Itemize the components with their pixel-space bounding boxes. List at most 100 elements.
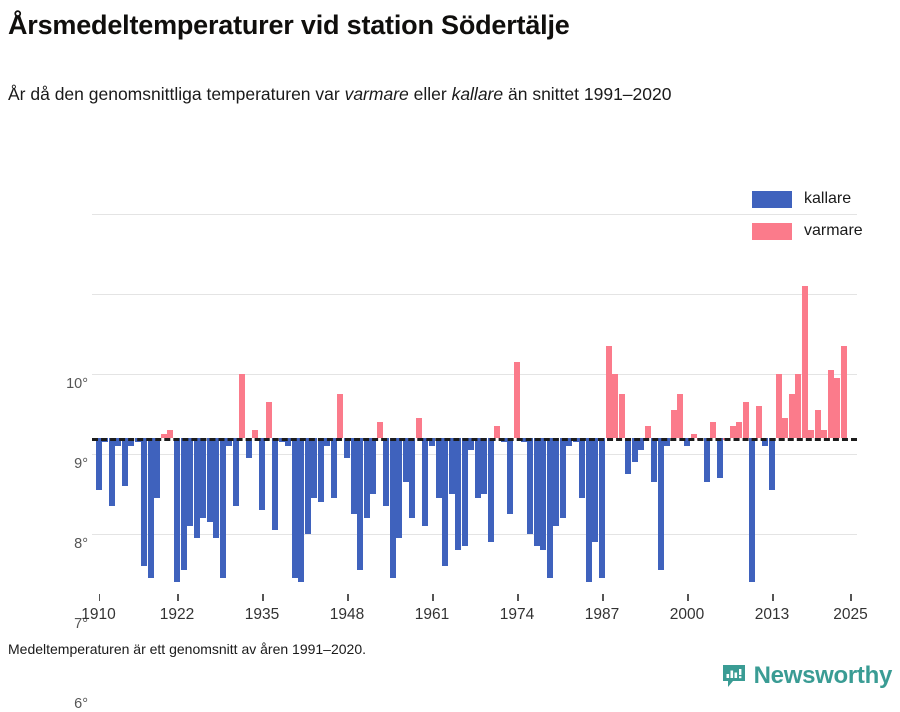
chart-bar[interactable]: [213, 438, 220, 538]
chart-bar[interactable]: [141, 438, 148, 566]
chart-bar[interactable]: [167, 430, 174, 438]
chart-bar[interactable]: [298, 438, 305, 582]
newsworthy-logo[interactable]: Newsworthy: [721, 662, 892, 690]
chart-bar[interactable]: [729, 426, 736, 438]
chart-bar[interactable]: [396, 438, 403, 538]
chart-bar[interactable]: [736, 422, 743, 438]
chart-bar[interactable]: [546, 438, 553, 578]
chart-bar[interactable]: [344, 438, 350, 458]
chart-bar[interactable]: [304, 438, 311, 534]
chart-bar[interactable]: [690, 434, 697, 438]
chart-bar[interactable]: [357, 438, 364, 570]
chart-bar[interactable]: [468, 438, 475, 450]
chart-bar[interactable]: [514, 362, 520, 438]
chart-bar[interactable]: [749, 438, 756, 582]
chart-bar[interactable]: [239, 374, 246, 438]
chart-bar[interactable]: [370, 438, 377, 494]
chart-bar[interactable]: [612, 374, 619, 438]
chart-bar[interactable]: [775, 374, 782, 438]
chart-bar[interactable]: [808, 430, 815, 438]
chart-bar[interactable]: [664, 438, 671, 446]
chart-bar[interactable]: [245, 438, 252, 458]
chart-bar[interactable]: [795, 374, 802, 438]
chart-bar[interactable]: [402, 438, 409, 482]
chart-bar[interactable]: [592, 438, 599, 542]
chart-bar[interactable]: [481, 438, 488, 494]
chart-bar[interactable]: [827, 370, 834, 438]
chart-bar[interactable]: [494, 426, 501, 438]
chart-bar[interactable]: [265, 402, 272, 438]
chart-bar[interactable]: [566, 438, 573, 446]
chart-bar[interactable]: [605, 346, 612, 438]
chart-bar[interactable]: [703, 438, 710, 482]
chart-bar[interactable]: [527, 438, 534, 534]
chart-bar[interactable]: [599, 438, 605, 578]
chart-bar[interactable]: [625, 438, 632, 474]
chart-bar[interactable]: [840, 346, 847, 438]
chart-bar[interactable]: [710, 422, 717, 438]
chart-bar[interactable]: [272, 438, 279, 530]
chart-bar[interactable]: [585, 438, 592, 582]
chart-bar[interactable]: [193, 438, 200, 538]
chart-bar[interactable]: [742, 402, 749, 438]
chart-bar[interactable]: [814, 410, 821, 438]
chart-bar[interactable]: [291, 438, 298, 578]
chart-bar[interactable]: [232, 438, 239, 506]
chart-bar[interactable]: [285, 438, 292, 446]
chart-bar[interactable]: [801, 286, 808, 438]
chart-bar[interactable]: [540, 438, 547, 550]
chart-bar[interactable]: [670, 410, 677, 438]
chart-bar[interactable]: [461, 438, 468, 546]
chart-bar[interactable]: [121, 438, 128, 486]
chart-bar[interactable]: [769, 438, 775, 490]
chart-bar[interactable]: [657, 438, 664, 570]
chart-bar[interactable]: [644, 426, 651, 438]
chart-bar[interactable]: [154, 438, 161, 498]
chart-bar[interactable]: [389, 438, 396, 578]
chart-bar[interactable]: [474, 438, 481, 498]
chart-bar[interactable]: [559, 438, 566, 518]
chart-bar[interactable]: [455, 438, 462, 550]
chart-bar[interactable]: [330, 438, 337, 498]
chart-bar[interactable]: [180, 438, 187, 570]
chart-bar[interactable]: [553, 438, 560, 526]
chart-bar[interactable]: [147, 438, 154, 578]
chart-bar[interactable]: [422, 438, 429, 526]
chart-bar[interactable]: [435, 438, 442, 498]
chart-bar[interactable]: [638, 438, 645, 450]
chart-bar[interactable]: [762, 438, 769, 446]
chart-bar[interactable]: [219, 438, 226, 578]
chart-bar[interactable]: [821, 430, 828, 438]
chart-bar[interactable]: [409, 438, 416, 518]
chart-bar[interactable]: [252, 430, 259, 438]
chart-bar[interactable]: [128, 438, 135, 446]
chart-bar[interactable]: [317, 438, 324, 502]
chart-bar[interactable]: [788, 394, 795, 438]
chart-bar[interactable]: [174, 438, 180, 582]
chart-bar[interactable]: [108, 438, 115, 506]
chart-bar[interactable]: [533, 438, 540, 546]
chart-bar[interactable]: [363, 438, 370, 518]
chart-bar[interactable]: [442, 438, 449, 566]
chart-bar[interactable]: [187, 438, 194, 526]
chart-bar[interactable]: [716, 438, 723, 478]
chart-bar[interactable]: [507, 438, 514, 514]
chart-bar[interactable]: [651, 438, 658, 482]
chart-bar[interactable]: [579, 438, 586, 498]
chart-bar[interactable]: [631, 438, 638, 462]
chart-bar[interactable]: [350, 438, 357, 514]
chart-bar[interactable]: [337, 394, 344, 438]
chart-bar[interactable]: [95, 438, 102, 490]
chart-bar[interactable]: [200, 438, 207, 518]
chart-bar[interactable]: [206, 438, 213, 522]
chart-bar[interactable]: [259, 438, 265, 510]
chart-bar[interactable]: [160, 434, 167, 438]
chart-bar[interactable]: [677, 394, 684, 438]
chart-bar[interactable]: [376, 422, 383, 438]
chart-bar[interactable]: [782, 418, 789, 438]
chart-bar[interactable]: [311, 438, 318, 498]
chart-bar[interactable]: [324, 438, 331, 446]
chart-bar[interactable]: [834, 378, 841, 438]
chart-bar[interactable]: [115, 438, 122, 446]
chart-bar[interactable]: [226, 438, 233, 446]
